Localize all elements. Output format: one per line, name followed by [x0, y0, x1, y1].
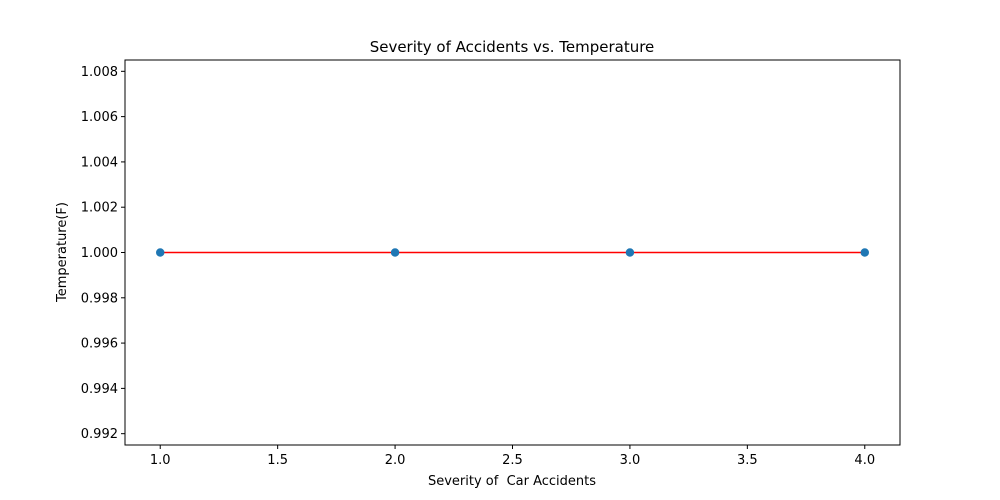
y-axis-ticks: 0.992 0.994 0.996 0.998 1.000 1.002 1.004 1.006… [81, 65, 125, 442]
scatter-point [156, 248, 165, 257]
y-tick-label: 1.002 [81, 201, 118, 216]
x-tick-label: 1.0 [150, 453, 171, 468]
y-tick-label: 1.006 [81, 110, 118, 125]
x-axis-ticks: 1.0 1.5 2.0 2.5 3.0 3.5 4.0 [150, 445, 875, 468]
scatter-points-layer [156, 248, 869, 257]
plot-area-frame [124, 59, 901, 446]
x-tick-label: 2.0 [385, 453, 406, 468]
x-tick-label: 3.0 [620, 453, 641, 468]
scatter-point [390, 248, 400, 257]
y-axis-title: Temperature(F) [55, 202, 70, 303]
y-tick-label: 0.996 [81, 337, 118, 352]
x-tick-label: 4.0 [854, 453, 875, 468]
x-tick-label: 3.5 [737, 453, 758, 468]
x-tick-label: 1.5 [267, 453, 288, 468]
scatter-point [860, 248, 869, 257]
y-tick-label: 0.994 [81, 382, 118, 397]
x-tick-label: 2.5 [502, 453, 523, 468]
y-tick-label: 1.000 [81, 246, 118, 261]
x-axis-title: Severity of Car Accidents [428, 474, 596, 489]
y-tick-label: 0.992 [81, 427, 118, 442]
chart-title: Severity of Accidents vs. Temperature [370, 38, 655, 56]
y-tick-label: 1.004 [81, 155, 118, 170]
y-tick-label: 0.998 [81, 291, 118, 306]
y-tick-label: 1.008 [81, 65, 118, 80]
scatter-point [625, 248, 635, 257]
